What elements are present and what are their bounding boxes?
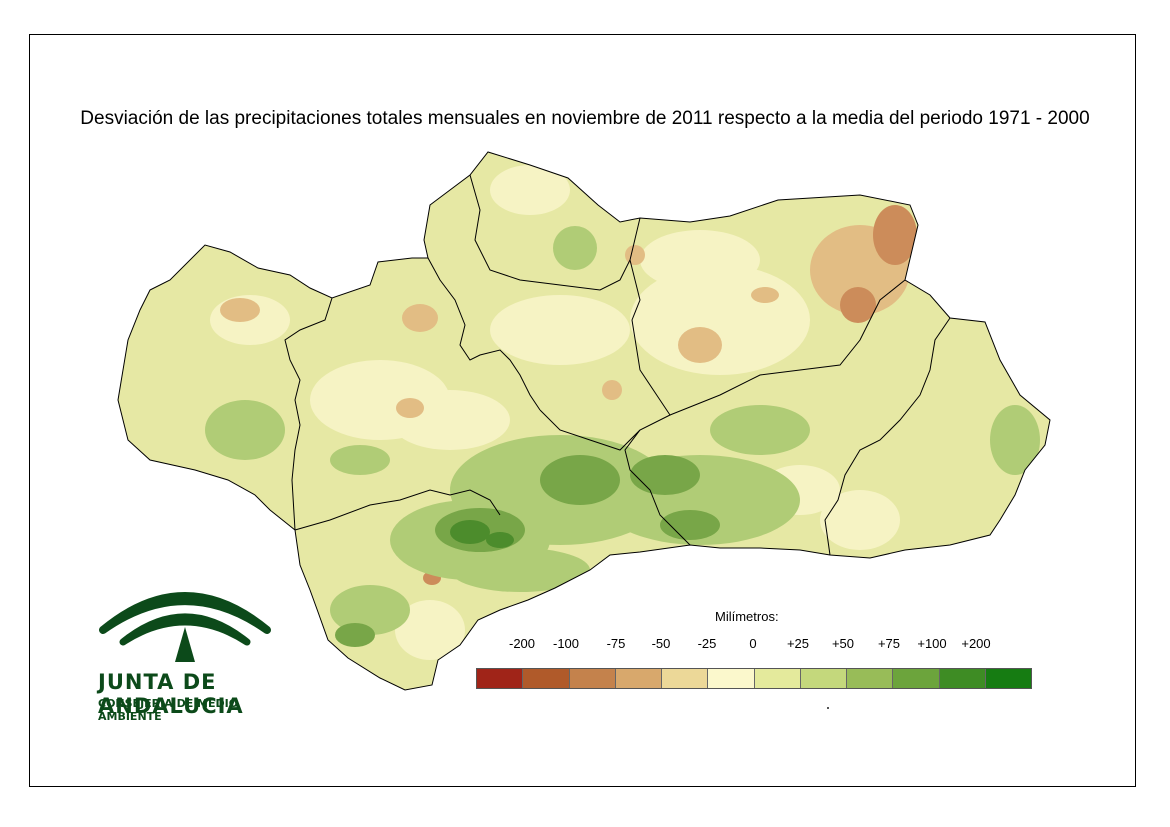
logo-name: JUNTA DE ANDALUCIA (98, 670, 244, 718)
map-title: Desviación de las precipitaciones totale… (80, 108, 1090, 129)
region-outline (117, 151, 1051, 691)
legend-swatch (847, 669, 894, 688)
legend-label: -75 (606, 636, 626, 651)
legend-swatch (662, 669, 709, 688)
legend-swatch (569, 669, 616, 688)
legend-labels: -200 -100 -75 -50 -25 0 +25 +50 +75 +100… (476, 636, 1036, 654)
legend-swatch (615, 669, 662, 688)
legend-title: Milímetros: (715, 609, 779, 624)
legend-label: -100 (552, 636, 580, 651)
legend-label: -50 (651, 636, 671, 651)
legend-dot (827, 707, 829, 709)
legend-swatch (708, 669, 755, 688)
legend-swatch (523, 669, 570, 688)
legend-swatch (939, 669, 986, 688)
legend-swatch (893, 669, 940, 688)
legend-swatch (985, 669, 1031, 688)
legend-label: +75 (877, 636, 901, 651)
legend-label: -25 (697, 636, 717, 651)
legend-label: 0 (749, 636, 757, 651)
legend-color-bar (476, 668, 1032, 689)
legend-label: +25 (786, 636, 810, 651)
logo-subtitle: CONSEJERIA DE MEDIO AMBIENTE (98, 697, 239, 723)
legend-label: -200 (508, 636, 536, 651)
legend-swatch (754, 669, 801, 688)
legend-swatch (477, 669, 524, 688)
legend-label: +100 (917, 636, 947, 651)
legend-label: +200 (961, 636, 991, 651)
legend-swatch (800, 669, 847, 688)
junta-logo-emblem (99, 592, 271, 662)
province-borders (284, 174, 951, 556)
legend-label: +50 (831, 636, 855, 651)
